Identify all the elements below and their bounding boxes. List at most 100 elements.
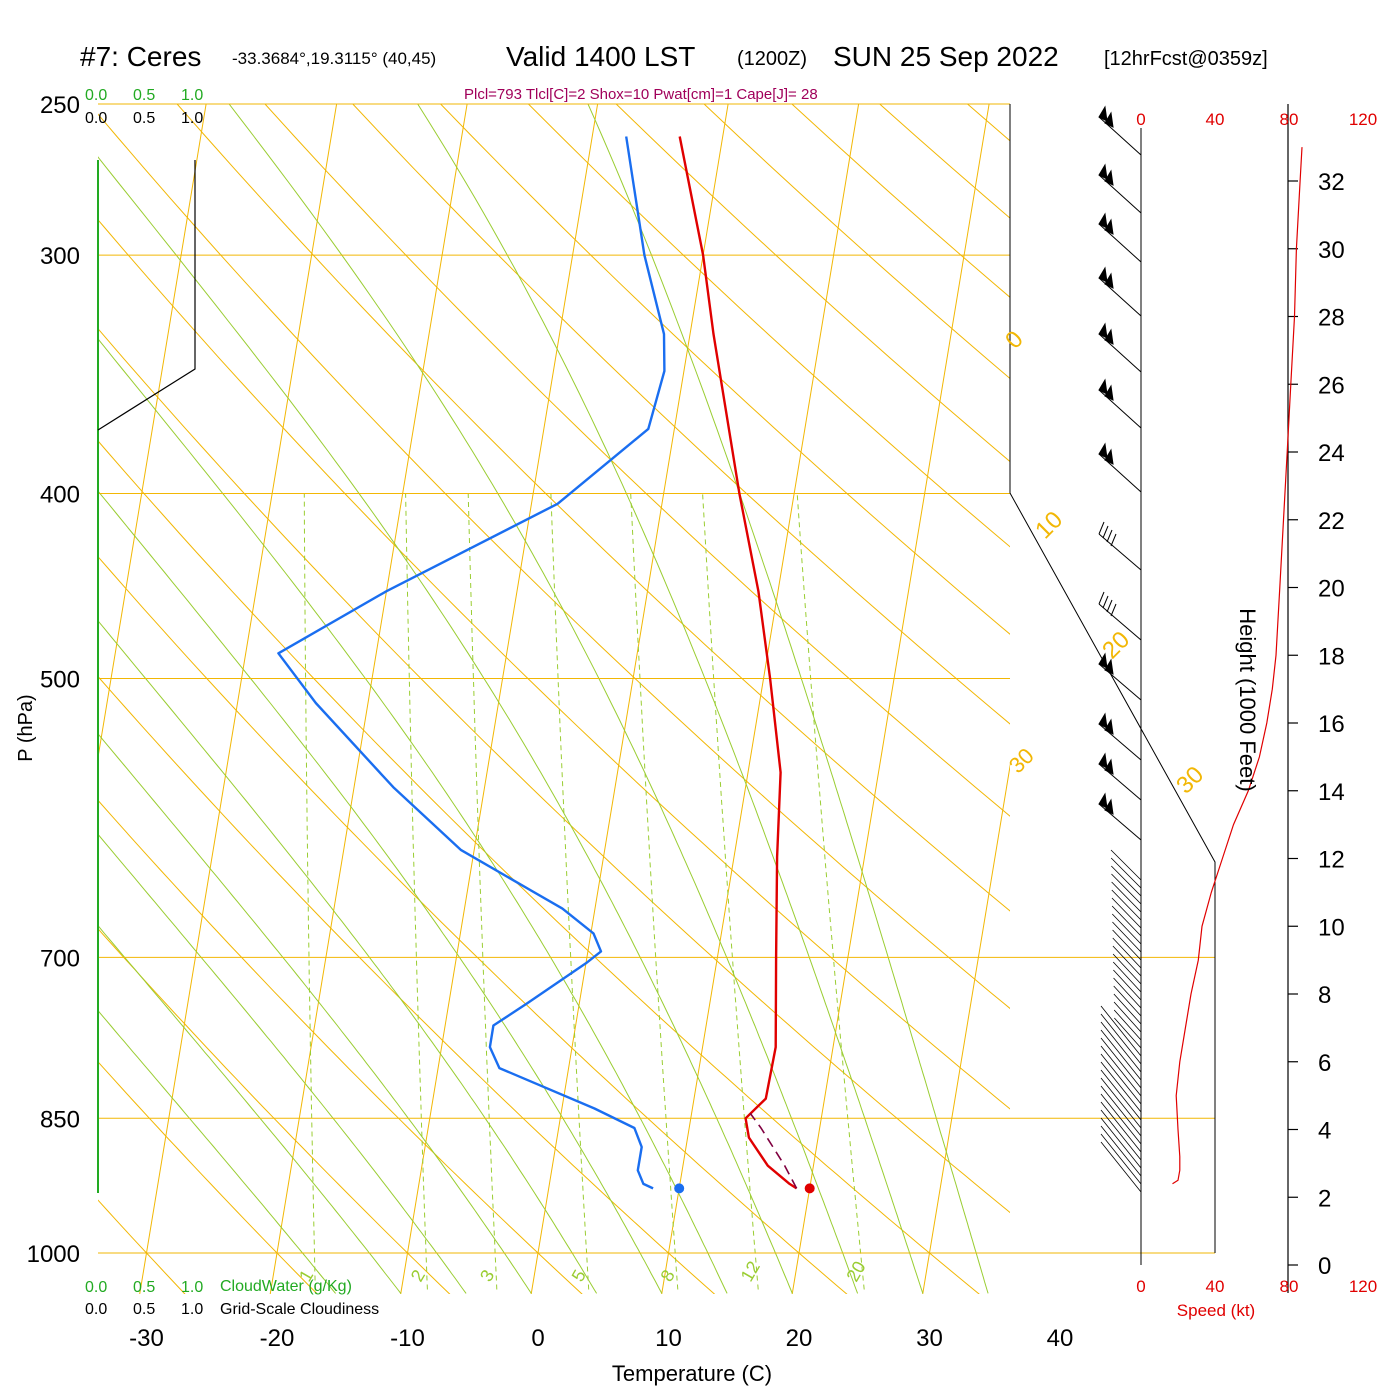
plot-frame: [97, 103, 1215, 1254]
moist-adiabat-line: [98, 490, 663, 1294]
pressure-tick-label: 850: [40, 1106, 80, 1133]
wind-barb-low: [1112, 953, 1142, 985]
isotherm-line: [791, 104, 990, 1294]
moist-adiabat-line: [98, 924, 402, 1294]
wind-barb-low: [1100, 1085, 1142, 1137]
wind-barb-staff: [1111, 913, 1142, 945]
wind-barb-staff: [1111, 889, 1142, 921]
wind-barb-flag: [1106, 529, 1113, 543]
wind-barb: [1098, 521, 1142, 571]
moist-adiabat-line: [98, 1009, 336, 1294]
x-tick-label: 40: [1047, 1325, 1074, 1352]
moist-adiabat-line: [98, 620, 598, 1294]
dry-adiabat-line: [527, 104, 1010, 548]
speed-tick-label-top: 120: [1349, 110, 1377, 129]
wind-barb-low: [1100, 1101, 1142, 1153]
wind-barb-staff: [1112, 961, 1142, 993]
wind-barb-pennant: [1098, 266, 1114, 289]
wind-barb: [1098, 322, 1142, 373]
wind-barb-pennant: [1098, 163, 1114, 186]
mixing-ratio-line: [630, 493, 679, 1290]
wind-barb: [1098, 163, 1142, 214]
wind-barb-low: [1111, 889, 1142, 921]
mixing-ratio-label: 20: [842, 1258, 869, 1285]
dry-adiabat-line: [98, 440, 980, 1294]
dry-adiabat-line: [98, 928, 451, 1294]
wind-barb-low: [1100, 1045, 1142, 1097]
dewpoint-line: [277, 136, 666, 1190]
isotherm-label-right: 0: [1000, 326, 1029, 355]
mixing-ratio-line: [405, 493, 428, 1290]
mixing-ratio-line: [702, 493, 759, 1290]
dry-adiabat-line: [98, 219, 1010, 1110]
wind-barb-staff: [1098, 603, 1142, 641]
wind-barb-pennant: [1098, 652, 1114, 675]
mixing-ratio-line: [303, 493, 316, 1290]
mixing-ratio-label: 2: [407, 1266, 429, 1285]
mixing-ratio-label: 8: [656, 1266, 678, 1285]
speed-tick-label-top: 80: [1280, 110, 1299, 129]
wind-barb-staff: [1111, 881, 1142, 913]
moist-adiabat-line: [228, 104, 859, 1294]
mixing-ratio-label: 3: [476, 1266, 498, 1285]
wind-barb: [1098, 712, 1142, 761]
moist-adiabat-line: [417, 104, 924, 1294]
wind-barb-staff: [1100, 1133, 1142, 1185]
wind-barb-low: [1113, 1009, 1142, 1041]
cloudwater-label: CloudWater (g/Kg): [220, 1278, 352, 1295]
wind-barb-low: [1100, 1021, 1142, 1073]
wind-barb-low: [1110, 857, 1142, 889]
wind-barb-staff: [1112, 929, 1142, 961]
wind-barb-staff: [1100, 1125, 1142, 1177]
isotherm-line: [139, 104, 338, 1294]
wind-barb-flag: [1098, 591, 1105, 605]
wind-speed-line: [1172, 147, 1303, 1185]
wind-barb-staff: [1110, 857, 1142, 889]
wind-barb-staff: [1111, 873, 1142, 905]
wind-barb-low: [1112, 937, 1142, 969]
wind-barb: [1098, 752, 1142, 801]
y-axis-title: P (hPa): [15, 694, 37, 761]
sounding-indices: Plcl=793 Tlcl[C]=2 Shox=10 Pwat[cm]=1 Ca…: [464, 86, 818, 103]
wind-barb-low: [1100, 1109, 1142, 1161]
wind-barb: [1098, 212, 1142, 263]
wind-barb-staff: [1100, 1117, 1142, 1169]
wind-barb-low: [1100, 1125, 1142, 1177]
wind-barb-low: [1100, 1093, 1142, 1145]
wind-barb-low: [1100, 1141, 1142, 1193]
wind-barb-flag: [1098, 521, 1105, 535]
cloudwater-tick-top: 0.0: [85, 87, 107, 104]
height-tick-label: 24: [1318, 440, 1345, 467]
wind-barb-pennant: [1098, 442, 1114, 465]
wind-barb-low: [1100, 1037, 1142, 1089]
speed-tick-label-bottom: 80: [1280, 1277, 1299, 1296]
height-tick-label: 18: [1318, 643, 1345, 670]
dry-adiabat-line: [176, 104, 1010, 912]
valid-time: Valid 1400 LST: [506, 41, 695, 72]
x-tick-label: -30: [129, 1325, 164, 1352]
moist-adiabat-line: [98, 338, 728, 1294]
speed-tick-label-bottom: 0: [1136, 1277, 1145, 1296]
x-tick-label: 20: [786, 1325, 813, 1352]
cloudwater-scale-bottom: 0.0 0.5 1.0 CloudWater (g/Kg): [85, 1278, 352, 1296]
wind-barb-low: [1100, 1013, 1142, 1065]
pressure-tick-label: 700: [40, 945, 80, 972]
temperature-line: [678, 136, 798, 1190]
wind-barb-staff: [1113, 969, 1142, 1001]
cloudwater-tick-bottom: 0.5: [133, 1279, 155, 1296]
cloudiness-scale-bottom: 0.0 0.5 1.0 Grid-Scale Cloudiness: [85, 1301, 379, 1318]
wind-barb: [1098, 105, 1142, 156]
pressure-tick-label: 400: [40, 482, 80, 509]
dry-adiabat-line: [98, 799, 583, 1294]
wind-barb: [1098, 266, 1142, 317]
surface-markers: [674, 1183, 815, 1194]
wind-barb-low: [1112, 929, 1142, 961]
wind-barb-staff: [1110, 849, 1142, 881]
wind-barb-flag: [1110, 603, 1117, 617]
height-tick-label: 14: [1318, 779, 1345, 806]
wind-barb-staff: [1112, 921, 1142, 953]
wind-barb-low: [1110, 849, 1142, 881]
wind-barb-low: [1111, 865, 1142, 897]
cloudiness-tick-bottom: 0.5: [133, 1301, 155, 1318]
